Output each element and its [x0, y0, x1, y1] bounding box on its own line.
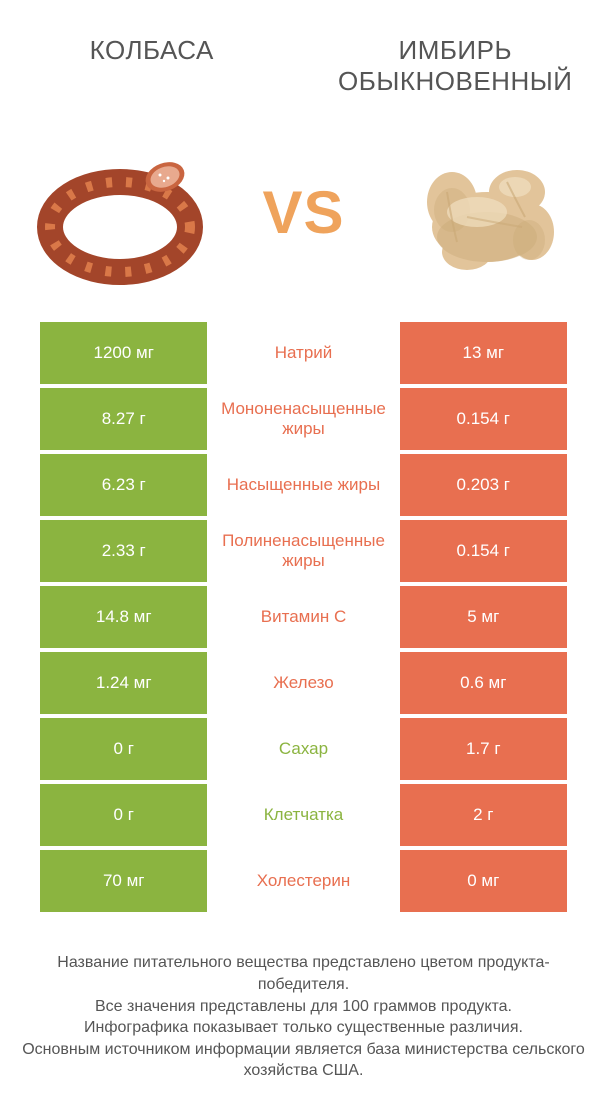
- nutrient-label: Клетчатка: [207, 784, 399, 846]
- table-row: 14.8 мгВитамин C5 мг: [40, 586, 567, 648]
- nutrient-label: Полиненасыщенные жиры: [207, 520, 399, 582]
- footer-line: Инфографика показывает только существенн…: [20, 1017, 587, 1039]
- nutrient-label: Холестерин: [207, 850, 399, 912]
- ginger-illustration: [397, 132, 577, 292]
- table-row: 6.23 гНасыщенные жиры0.203 г: [40, 454, 567, 516]
- nutrient-label: Насыщенные жиры: [207, 454, 399, 516]
- table-row: 0 гСахар1.7 г: [40, 718, 567, 780]
- value-right: 0 мг: [400, 850, 567, 912]
- nutrient-label: Витамин C: [207, 586, 399, 648]
- value-left: 2.33 г: [40, 520, 207, 582]
- value-left: 6.23 г: [40, 454, 207, 516]
- value-right: 2 г: [400, 784, 567, 846]
- nutrient-label: Мононенасыщенные жиры: [207, 388, 399, 450]
- nutrient-label: Натрий: [207, 322, 399, 384]
- table-row: 1200 мгНатрий13 мг: [40, 322, 567, 384]
- table-row: 1.24 мгЖелезо0.6 мг: [40, 652, 567, 714]
- footer-line: Основным источником информации является …: [20, 1039, 587, 1082]
- value-left: 8.27 г: [40, 388, 207, 450]
- value-left: 14.8 мг: [40, 586, 207, 648]
- footer-line: Название питательного вещества представл…: [20, 952, 587, 995]
- images-row: VS: [0, 117, 607, 322]
- footer-line: Все значения представлены для 100 граммо…: [20, 996, 587, 1018]
- comparison-table: 1200 мгНатрий13 мг8.27 гМононенасыщенные…: [0, 322, 607, 912]
- value-right: 1.7 г: [400, 718, 567, 780]
- value-left: 70 мг: [40, 850, 207, 912]
- title-left: КОЛБАСА: [0, 35, 304, 97]
- table-row: 8.27 гМононенасыщенные жиры0.154 г: [40, 388, 567, 450]
- nutrient-label: Сахар: [207, 718, 399, 780]
- value-left: 1.24 мг: [40, 652, 207, 714]
- vs-label: VS: [262, 178, 344, 247]
- titles-row: КОЛБАСА ИМБИРЬ ОБЫКНОВЕННЫЙ: [0, 0, 607, 117]
- value-right: 5 мг: [400, 586, 567, 648]
- table-row: 70 мгХолестерин0 мг: [40, 850, 567, 912]
- table-row: 0 гКлетчатка2 г: [40, 784, 567, 846]
- value-right: 0.154 г: [400, 520, 567, 582]
- value-left: 0 г: [40, 718, 207, 780]
- value-right: 13 мг: [400, 322, 567, 384]
- value-right: 0.203 г: [400, 454, 567, 516]
- value-left: 0 г: [40, 784, 207, 846]
- table-row: 2.33 гПолиненасыщенные жиры0.154 г: [40, 520, 567, 582]
- title-right: ИМБИРЬ ОБЫКНОВЕННЫЙ: [304, 35, 607, 97]
- nutrient-label: Железо: [207, 652, 399, 714]
- value-right: 0.154 г: [400, 388, 567, 450]
- value-right: 0.6 мг: [400, 652, 567, 714]
- sausage-illustration: [30, 132, 210, 292]
- value-left: 1200 мг: [40, 322, 207, 384]
- footer-notes: Название питательного вещества представл…: [0, 952, 607, 1082]
